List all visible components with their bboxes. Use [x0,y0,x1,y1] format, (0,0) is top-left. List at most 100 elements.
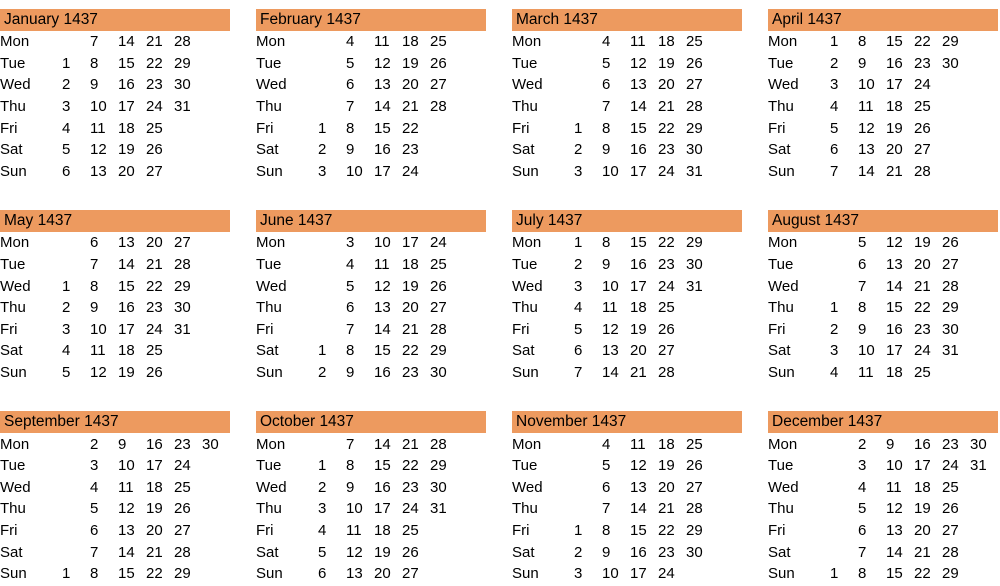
day-number-cell: 7 [346,320,355,338]
day-number-cell: 5 [346,54,355,72]
day-number-cell: 9 [602,543,611,561]
day-label: Mon [768,33,798,51]
month-card: February 1437 Mon 4 11 18 25 Tue 5 12 19 26 We… [256,9,486,182]
day-label: Fri [0,521,18,539]
day-number-cell: 20 [118,162,135,180]
day-number-cell: 6 [574,342,583,360]
day-row: Wed 3 10 17 24 31 [512,275,742,297]
day-number-cell: 22 [402,119,419,137]
day-number-cell: 6 [602,478,611,496]
day-number-cell: 28 [174,543,191,561]
day-number-cell: 30 [970,435,987,453]
day-number-cell: 12 [90,141,107,159]
month-title: May 1437 [4,212,73,230]
day-row: Sun 7 14 21 28 [512,362,742,384]
month-header: September 1437 [0,411,230,434]
day-number-cell: 9 [858,320,867,338]
day-number-cell: 17 [630,277,647,295]
day-row: Thu 2 9 16 23 30 [0,297,230,319]
day-label: Wed [768,76,799,94]
day-label: Sat [0,543,23,561]
day-number-cell: 14 [858,162,875,180]
day-number-cell: 30 [942,320,959,338]
day-row: Sun 3 10 17 24 31 [512,161,742,183]
day-number-cell: 8 [90,277,99,295]
day-number-cell: 20 [914,521,931,539]
month-card: October 1437 Mon 7 14 21 28 Tue 1 8 15 22 29 We… [256,411,486,584]
day-number-cell: 25 [686,435,703,453]
day-number-cell: 7 [346,98,355,116]
day-label: Sun [0,162,27,180]
day-row: Mon 4 11 18 25 [512,31,742,53]
day-number-cell: 18 [118,342,135,360]
day-number-cell: 8 [346,457,355,475]
day-number-cell: 31 [430,500,447,518]
day-row: Tue 5 12 19 26 [256,53,486,75]
day-number-cell: 21 [658,500,675,518]
day-row: Mon 7 14 21 28 [256,433,486,455]
day-number-cell: 15 [630,521,647,539]
day-row: Fri 6 13 20 27 [768,520,998,542]
month-header: April 1437 [768,9,998,31]
day-number-cell: 19 [402,54,419,72]
day-row: Thu 1 8 15 22 29 [768,297,998,319]
day-number-cell: 14 [886,277,903,295]
day-label: Wed [0,76,31,94]
day-number-cell: 4 [62,342,71,360]
day-number-cell: 12 [346,543,363,561]
day-number-cell: 17 [374,162,391,180]
day-number-cell: 11 [630,435,646,453]
day-row: Sun 4 11 18 25 [768,362,998,384]
day-number-cell: 17 [402,234,419,252]
day-number-cell: 16 [630,141,647,159]
day-number-cell: 17 [118,320,135,338]
day-number-cell: 22 [402,342,419,360]
day-number-cell: 19 [402,277,419,295]
day-number-cell: 27 [942,256,959,274]
day-number-cell: 4 [574,299,583,317]
day-number-cell: 2 [90,435,99,453]
day-number-cell: 21 [402,320,419,338]
day-label: Tue [512,54,538,72]
day-number-cell: 21 [658,98,675,116]
day-number-cell: 18 [658,435,675,453]
day-number-cell: 3 [830,342,839,360]
day-number-cell: 30 [430,364,447,382]
day-number-cell: 26 [402,543,419,561]
day-number-cell: 9 [602,256,611,274]
day-number-cell: 14 [630,500,647,518]
day-row: Fri 1 8 15 22 29 [512,520,742,542]
month-title: December 1437 [772,413,883,431]
day-row: Sat 2 9 16 23 30 [512,139,742,161]
day-row: Thu 7 14 21 28 [512,498,742,520]
day-number-cell: 24 [658,565,675,583]
day-row: Wed 7 14 21 28 [768,275,998,297]
day-number-cell: 29 [430,342,447,360]
day-number-cell: 14 [374,98,391,116]
day-number-cell: 25 [942,478,959,496]
day-number-cell: 3 [858,457,867,475]
day-number-cell: 22 [146,277,163,295]
day-label: Sun [512,565,539,583]
day-number-cell: 1 [574,521,583,539]
day-row: Sat 1 8 15 22 29 [256,340,486,362]
day-label: Sat [768,141,791,159]
month-card: November 1437 Mon 4 11 18 25 Tue 5 12 19 26 We… [512,411,742,584]
day-row: Mon 1 8 15 22 29 [512,232,742,254]
day-label: Thu [256,299,282,317]
day-number-cell: 7 [90,256,99,274]
day-label: Tue [0,54,26,72]
day-number-cell: 27 [942,521,959,539]
day-row: Sat 6 13 20 27 [768,139,998,161]
day-number-cell: 1 [62,54,71,72]
month-card: August 1437 Mon 5 12 19 26 Tue 6 13 20 27 Wed … [768,210,998,383]
day-number-cell: 15 [374,119,391,137]
day-label: Tue [768,54,794,72]
month-header: November 1437 [512,411,742,434]
day-number-cell: 12 [886,500,903,518]
day-number-cell: 17 [886,76,903,94]
day-number-cell: 10 [858,76,875,94]
day-number-cell: 29 [942,565,959,583]
day-label: Sat [512,543,535,561]
day-number-cell: 5 [858,234,867,252]
